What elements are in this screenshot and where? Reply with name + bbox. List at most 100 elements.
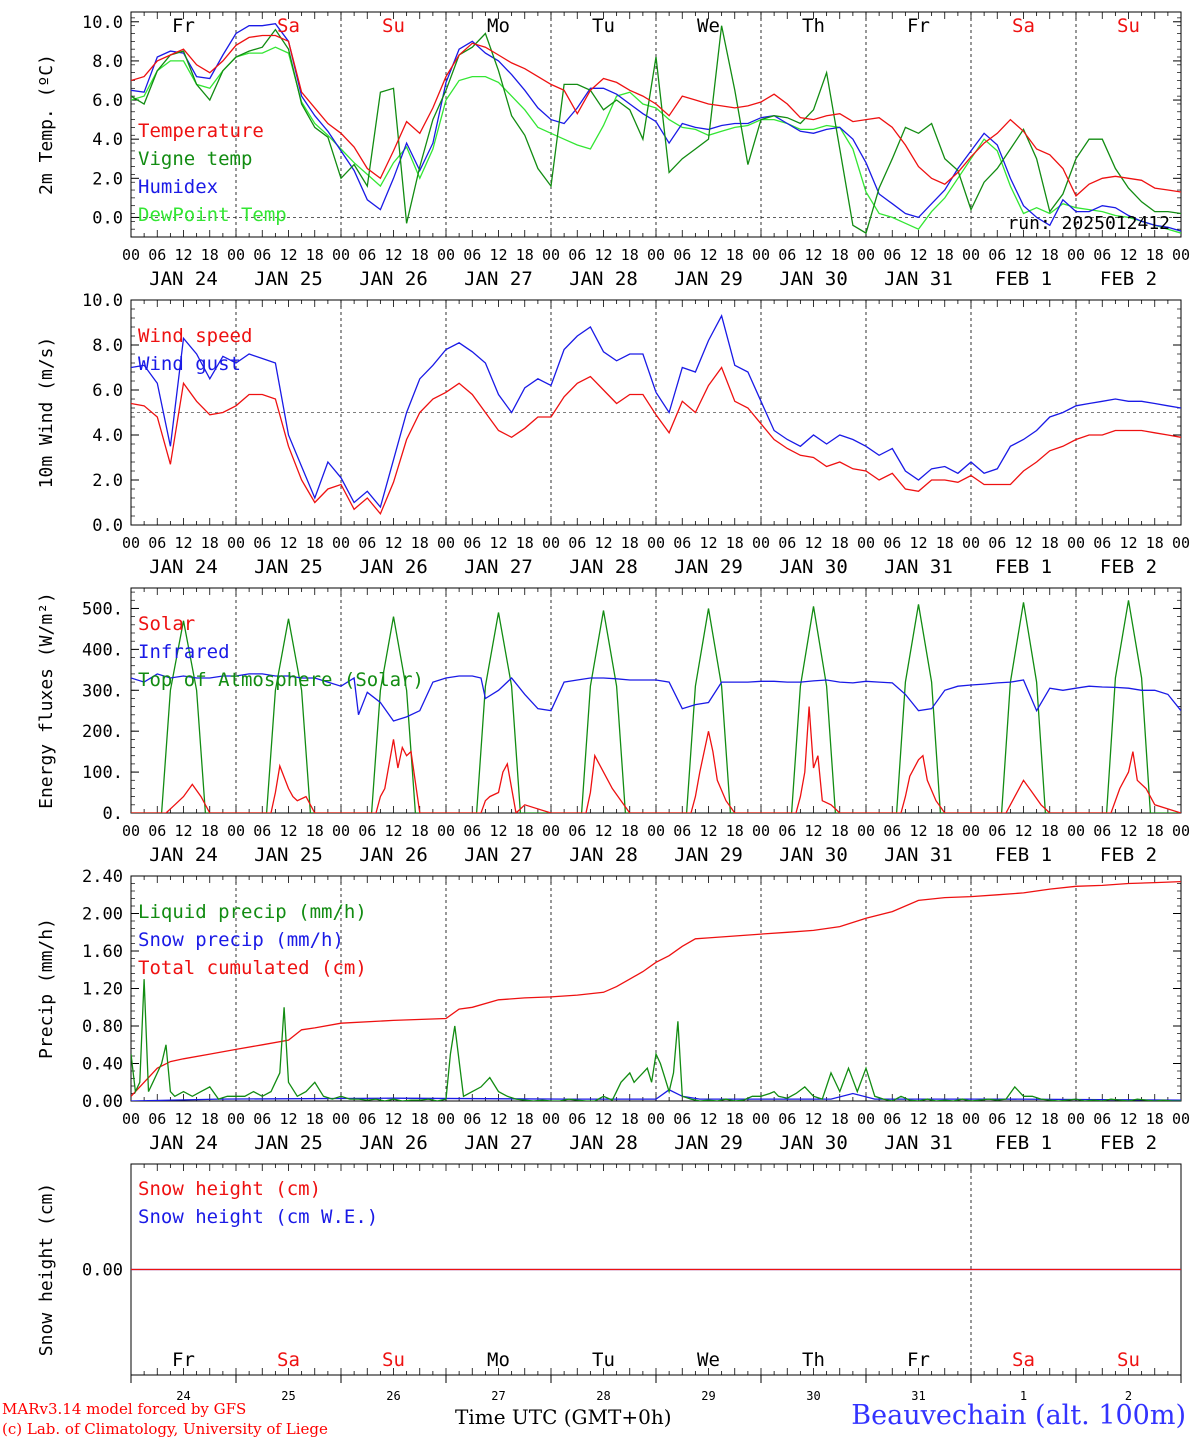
y-tick-label: 0.40 xyxy=(82,1055,123,1075)
date-label: JAN 28 xyxy=(569,556,638,578)
weekday-label: We xyxy=(697,15,720,37)
hour-tick-label: 06 xyxy=(148,822,166,840)
hour-tick-label: 00 xyxy=(227,1110,245,1128)
hour-tick-label: 12 xyxy=(489,1110,507,1128)
hour-tick-label: 18 xyxy=(621,1110,639,1128)
hour-tick-label: 12 xyxy=(804,822,822,840)
hour-tick-label: 00 xyxy=(437,1110,455,1128)
time-axis-label: Time UTC (GMT+0h) xyxy=(455,1405,672,1429)
hour-tick-label: 18 xyxy=(831,534,849,552)
hour-tick-label: 12 xyxy=(174,822,192,840)
date-label: JAN 26 xyxy=(359,1132,428,1154)
hour-tick-label: 12 xyxy=(804,1110,822,1128)
day-number-label: 1 xyxy=(1020,1389,1027,1403)
plot-frame xyxy=(130,11,1182,238)
legend-entry: DewPoint Temp xyxy=(138,204,287,226)
date-label: JAN 28 xyxy=(569,844,638,866)
hour-tick-label: 00 xyxy=(647,1110,665,1128)
hour-tick-label: 00 xyxy=(332,534,350,552)
hour-tick-label: 06 xyxy=(568,246,586,264)
weekday-label: Su xyxy=(1117,15,1140,37)
station-name: Beauvechain (alt. 100m) xyxy=(851,1400,1186,1431)
date-label: JAN 25 xyxy=(254,844,323,866)
legend-entry: Solar xyxy=(138,613,195,635)
panel-5: 0.00 Snow height (cm) Snow height (cm) Snow… xyxy=(36,1163,1182,1403)
legend-entry: Vigne temp xyxy=(138,148,252,170)
hour-tick-label: 18 xyxy=(726,1110,744,1128)
weekday-label: Sa xyxy=(1012,1349,1035,1371)
hour-tick-label: 06 xyxy=(463,246,481,264)
y-axis-label: Energy fluxes (W/m²) xyxy=(36,592,57,809)
hour-tick-label: 06 xyxy=(988,1110,1006,1128)
panel-3: 500. 400. 300. 200. 100. 0. Energy fluxes (W/m… xyxy=(36,587,1190,866)
hour-tick-label: 00 xyxy=(332,246,350,264)
date-label: FEB 2 xyxy=(1100,1132,1157,1154)
date-label: FEB 1 xyxy=(995,268,1052,290)
legend-entry: Snow precip (mm/h) xyxy=(138,929,344,951)
weekday-label: We xyxy=(697,1349,720,1371)
hour-tick-label: 12 xyxy=(909,246,927,264)
y-tick-label: 6.0 xyxy=(92,381,123,401)
hour-tick-label: 12 xyxy=(279,246,297,264)
series-line xyxy=(131,314,1181,509)
date-label: FEB 2 xyxy=(1100,556,1157,578)
hour-tick-label: 06 xyxy=(988,822,1006,840)
y-tick-label: 8.0 xyxy=(92,52,123,72)
series-line xyxy=(131,706,1181,813)
run-annotation: run: 2025012412 xyxy=(1007,213,1170,234)
weekday-label: Sa xyxy=(277,15,300,37)
hour-tick-label: 18 xyxy=(726,246,744,264)
hour-tick-label: 18 xyxy=(831,246,849,264)
hour-tick-label: 18 xyxy=(201,534,219,552)
date-label: JAN 30 xyxy=(779,844,848,866)
hour-tick-label: 00 xyxy=(542,822,560,840)
date-label: JAN 24 xyxy=(149,556,218,578)
model-credit: MARv3.14 model forced by GFS xyxy=(2,1400,247,1418)
hour-tick-label: 00 xyxy=(857,1110,875,1128)
hour-tick-label: 06 xyxy=(778,534,796,552)
hour-tick-label: 06 xyxy=(358,822,376,840)
hour-tick-label: 12 xyxy=(384,534,402,552)
legend-entry: Wind gust xyxy=(138,353,241,375)
day-number-label: 26 xyxy=(386,1389,400,1403)
hour-tick-label: 18 xyxy=(831,1110,849,1128)
date-label: JAN 26 xyxy=(359,268,428,290)
date-label: JAN 28 xyxy=(569,1132,638,1154)
hour-tick-label: 06 xyxy=(463,1110,481,1128)
hour-tick-label: 00 xyxy=(647,534,665,552)
legend-entry: Liquid precip (mm/h) xyxy=(138,901,367,923)
hour-tick-label: 06 xyxy=(253,1110,271,1128)
legend-entry: Snow height (cm) xyxy=(138,1178,321,1200)
hour-tick-label: 00 xyxy=(332,1110,350,1128)
hour-tick-label: 00 xyxy=(227,534,245,552)
hour-tick-label: 18 xyxy=(411,534,429,552)
hour-tick-label: 00 xyxy=(1172,822,1190,840)
date-label: JAN 29 xyxy=(674,556,743,578)
hour-tick-label: 06 xyxy=(673,1110,691,1128)
hour-tick-label: 18 xyxy=(1041,1110,1059,1128)
hour-tick-label: 00 xyxy=(962,534,980,552)
hour-tick-label: 00 xyxy=(1172,246,1190,264)
date-label: JAN 25 xyxy=(254,1132,323,1154)
y-tick-label: 0.80 xyxy=(82,1017,123,1037)
date-label: FEB 1 xyxy=(995,1132,1052,1154)
hour-tick-label: 18 xyxy=(1041,534,1059,552)
date-label: JAN 31 xyxy=(884,1132,953,1154)
date-label: JAN 27 xyxy=(464,556,533,578)
hour-tick-label: 00 xyxy=(1067,534,1085,552)
y-tick-label: 2.00 xyxy=(82,905,123,925)
hour-tick-label: 18 xyxy=(306,822,324,840)
hour-tick-label: 12 xyxy=(174,246,192,264)
y-tick-label: 2.0 xyxy=(92,471,123,491)
hour-tick-label: 00 xyxy=(1172,534,1190,552)
hour-tick-label: 12 xyxy=(909,822,927,840)
y-tick-label: 0.0 xyxy=(92,208,123,228)
date-label: JAN 28 xyxy=(569,268,638,290)
hour-tick-label: 18 xyxy=(1146,534,1164,552)
hour-tick-label: 06 xyxy=(148,246,166,264)
hour-tick-label: 06 xyxy=(568,822,586,840)
panel-4: 2.40 2.00 1.60 1.20 0.80 0.40 0.00 Precip (mm/h… xyxy=(36,867,1190,1154)
date-label: JAN 31 xyxy=(884,268,953,290)
hour-tick-label: 12 xyxy=(699,1110,717,1128)
